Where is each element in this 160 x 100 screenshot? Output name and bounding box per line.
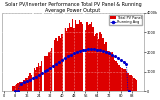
Bar — [67, 28, 69, 91]
Bar — [16, 84, 17, 91]
Bar — [22, 82, 23, 91]
Bar — [41, 62, 42, 91]
Bar — [20, 82, 22, 91]
Bar — [45, 56, 47, 91]
Bar — [12, 86, 13, 91]
Bar — [61, 34, 63, 91]
Bar — [23, 80, 25, 91]
Bar — [89, 24, 91, 91]
Title: Solar PV/Inverter Performance Total PV Panel & Running Average Power Output: Solar PV/Inverter Performance Total PV P… — [5, 2, 141, 13]
Bar — [72, 19, 73, 91]
Bar — [39, 66, 41, 91]
Bar — [104, 44, 105, 91]
Bar — [26, 78, 28, 91]
Bar — [107, 51, 108, 91]
Bar — [130, 75, 132, 91]
Bar — [75, 20, 76, 91]
Bar — [135, 79, 136, 91]
Bar — [88, 25, 89, 91]
Bar — [19, 82, 20, 91]
Bar — [13, 86, 15, 91]
Bar — [35, 70, 36, 91]
Bar — [83, 30, 85, 91]
Bar — [86, 22, 88, 91]
Bar — [112, 56, 114, 91]
Bar — [91, 22, 92, 91]
Bar — [121, 68, 123, 91]
Bar — [136, 80, 137, 91]
Bar — [50, 51, 51, 91]
Bar — [77, 24, 79, 91]
Bar — [42, 58, 44, 91]
Bar — [117, 63, 118, 91]
Bar — [96, 33, 98, 91]
Bar — [42, 15, 44, 91]
Bar — [116, 61, 117, 91]
Bar — [44, 56, 45, 91]
Bar — [123, 69, 124, 91]
Bar — [114, 60, 116, 91]
Bar — [92, 27, 94, 91]
Bar — [60, 38, 61, 91]
Bar — [79, 20, 80, 91]
Bar — [58, 36, 60, 91]
Bar — [63, 15, 64, 91]
Bar — [29, 74, 31, 91]
Bar — [94, 36, 95, 91]
Bar — [31, 75, 32, 91]
Bar — [53, 47, 54, 91]
Bar — [53, 15, 54, 91]
Bar — [127, 73, 129, 91]
Bar — [25, 78, 26, 91]
Bar — [54, 40, 56, 91]
Bar — [36, 67, 38, 91]
Bar — [95, 34, 96, 91]
Bar — [82, 24, 83, 91]
Bar — [66, 31, 67, 91]
Bar — [47, 56, 48, 91]
Bar — [56, 38, 57, 91]
Bar — [64, 28, 66, 91]
Bar — [85, 30, 86, 91]
Bar — [99, 32, 101, 91]
Bar — [105, 42, 107, 91]
Bar — [120, 67, 121, 91]
Bar — [129, 75, 130, 91]
Bar — [63, 34, 64, 91]
Bar — [83, 15, 85, 91]
Bar — [73, 28, 75, 91]
Bar — [126, 71, 127, 91]
Bar — [34, 68, 35, 91]
Bar — [15, 85, 16, 91]
Bar — [32, 72, 34, 91]
Bar — [101, 34, 102, 91]
Bar — [108, 51, 110, 91]
Bar — [48, 52, 50, 91]
Bar — [110, 52, 111, 91]
Bar — [98, 39, 99, 91]
Bar — [69, 24, 70, 91]
Bar — [80, 22, 82, 91]
Legend: Total PV Panel, Running Avg: Total PV Panel, Running Avg — [109, 15, 142, 25]
Bar — [124, 69, 126, 91]
Bar — [28, 76, 29, 91]
Bar — [32, 15, 33, 91]
Bar — [102, 38, 104, 91]
Bar — [51, 48, 53, 91]
Bar — [133, 78, 135, 91]
Bar — [17, 83, 19, 91]
Bar — [57, 41, 58, 91]
Bar — [118, 65, 120, 91]
Bar — [70, 27, 72, 91]
Bar — [76, 24, 77, 91]
Bar — [132, 76, 133, 91]
Bar — [111, 52, 112, 91]
Bar — [38, 63, 39, 91]
